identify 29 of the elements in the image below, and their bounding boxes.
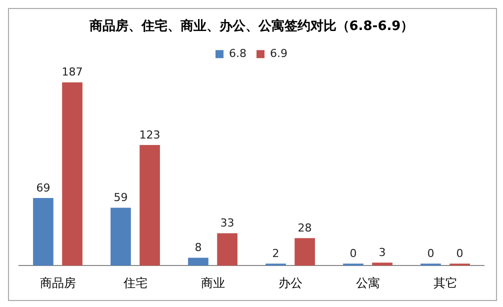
x-tick-label: 公寓 [356, 276, 380, 290]
data-label: 8 [194, 241, 202, 254]
chart-title: 商品房、住宅、商业、办公、公寓签约对比（6.8-6.9） [88, 18, 414, 34]
data-label: 33 [220, 216, 234, 230]
data-label: 0 [427, 246, 434, 260]
bar [372, 262, 392, 266]
bar [217, 233, 238, 266]
x-tick-label: 商品房 [40, 276, 76, 290]
data-label: 28 [298, 222, 312, 235]
bar [33, 198, 54, 266]
x-tick-label: 办公 [278, 276, 302, 290]
legend-label: 6.9 [270, 46, 288, 60]
bar [62, 82, 82, 266]
bar [294, 238, 315, 266]
bar [110, 208, 131, 266]
bar [188, 258, 208, 266]
x-tick-label: 住宅 [122, 276, 148, 290]
data-label: 0 [350, 246, 357, 260]
legend-label: 6.8 [229, 46, 247, 60]
data-label: 3 [378, 246, 386, 260]
data-label: 59 [114, 191, 128, 204]
data-label: 187 [62, 66, 83, 79]
x-tick-label: 其它 [433, 276, 458, 290]
data-label: 2 [272, 246, 280, 260]
data-label: 0 [456, 246, 464, 260]
data-label: 69 [36, 181, 50, 194]
x-tick-label: 商业 [200, 276, 225, 290]
data-label: 123 [139, 128, 160, 142]
bar [140, 145, 160, 266]
